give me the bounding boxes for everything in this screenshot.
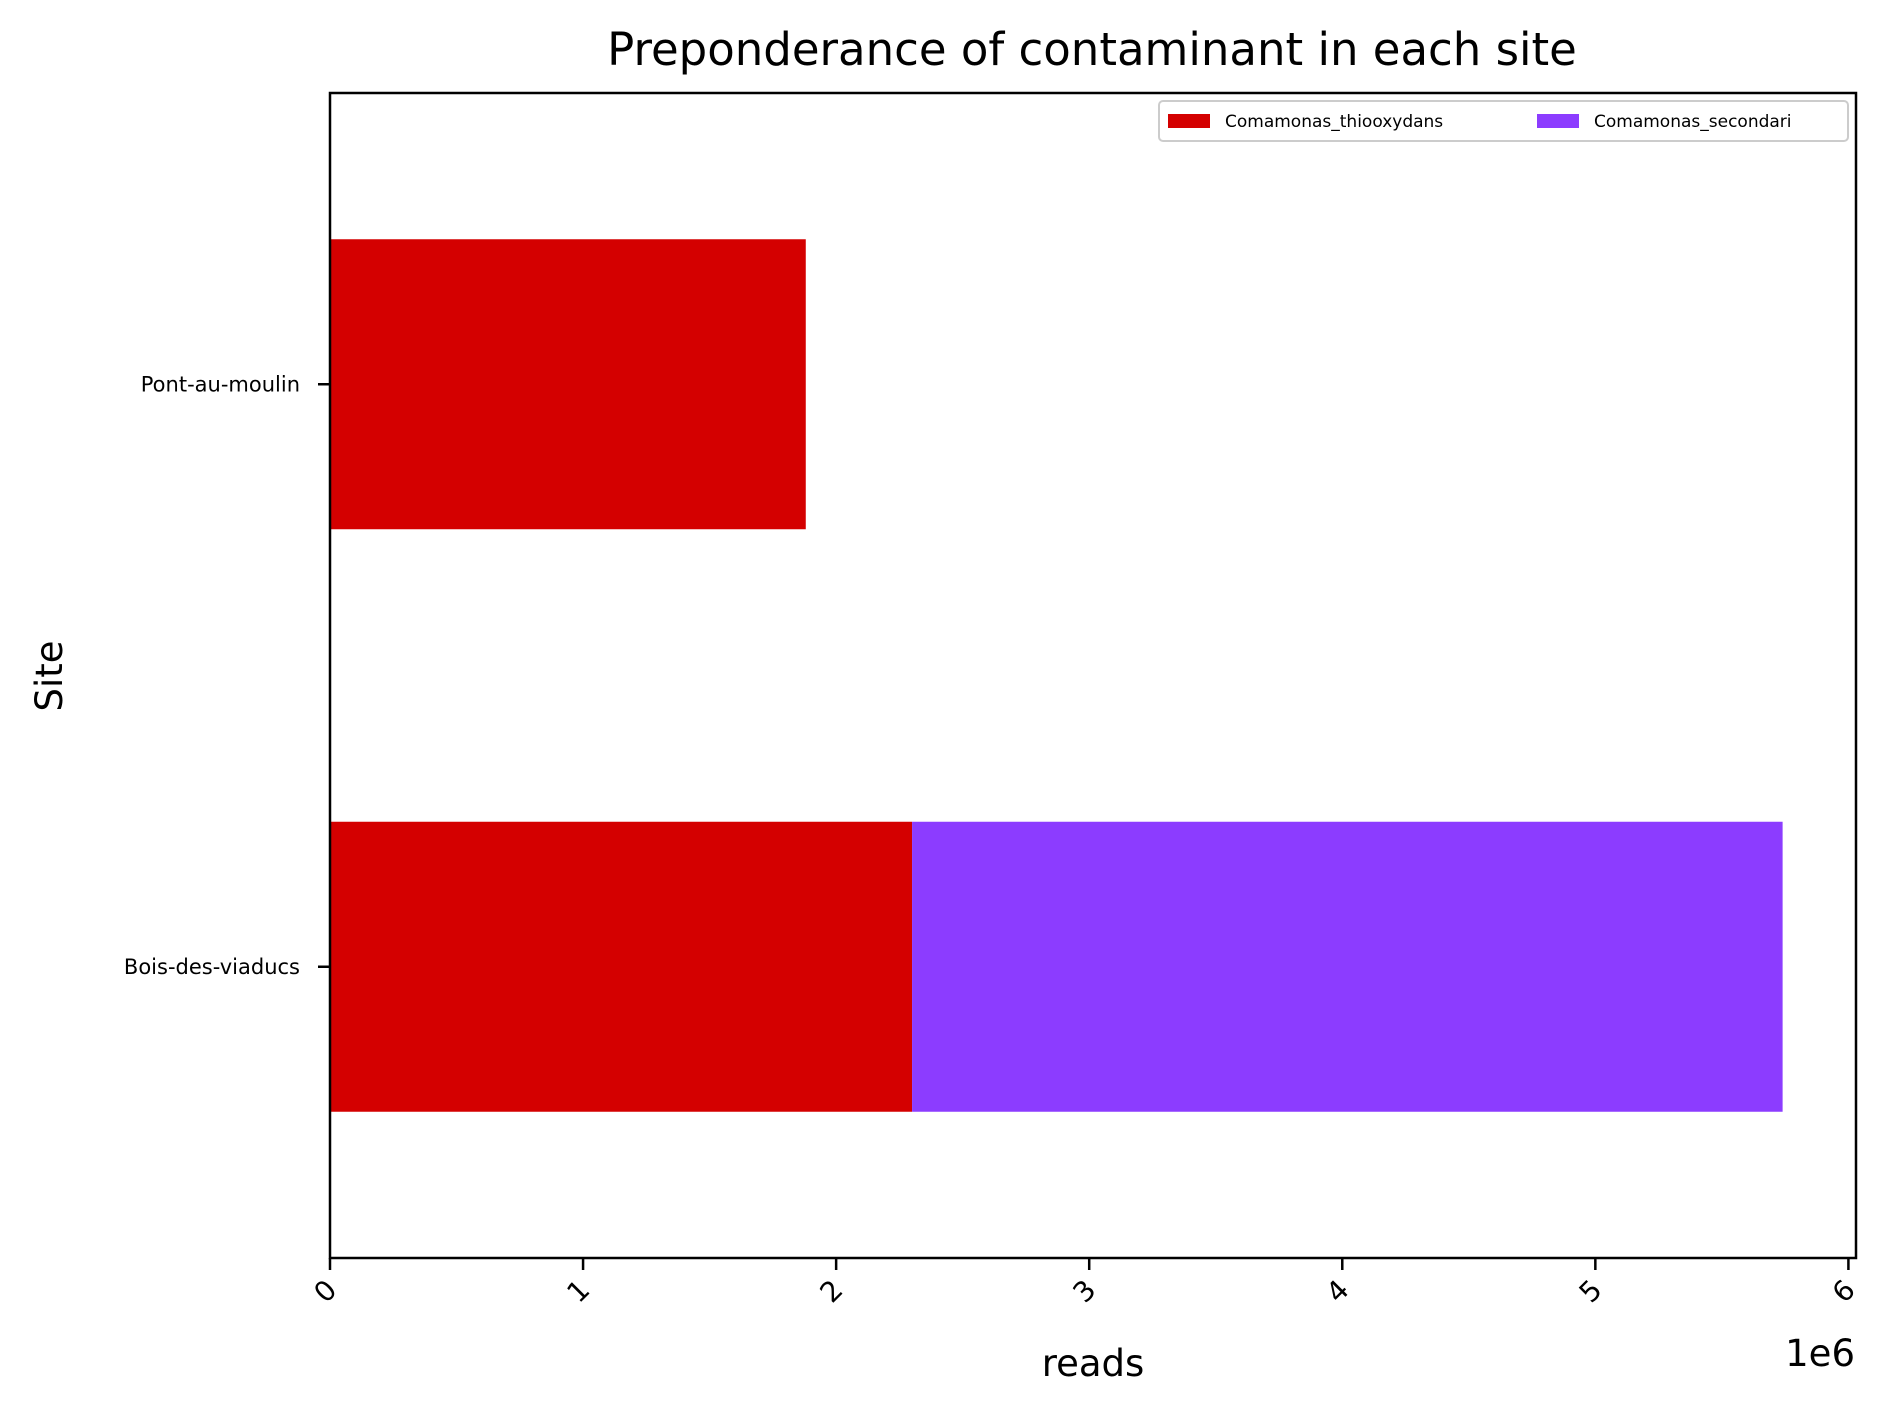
y-tick-label: Bois-des-viaducs: [124, 955, 300, 979]
legend-swatch: [1168, 114, 1210, 128]
legend-label: Comamonas_secondari: [1594, 112, 1792, 132]
bar-bois-des-viaducs-comamonas-thiooxydans: [330, 821, 913, 1112]
plot-frame: [328, 91, 1858, 1260]
x-axis-label: reads: [1042, 1342, 1145, 1385]
legend: Comamonas_thiooxydans Comamonas_secondari: [1158, 100, 1849, 142]
legend-box: [1158, 100, 1849, 142]
legend-label: Comamonas_thiooxydans: [1225, 112, 1443, 132]
y-axis-label: Site: [28, 640, 71, 711]
bar-bois-des-viaducs-comamonas-secondari: [912, 821, 1783, 1112]
chart-title: Preponderance of contaminant in each sit…: [607, 23, 1577, 76]
legend-swatch: [1537, 114, 1579, 128]
y-tick-label: Pont-au-moulin: [141, 372, 300, 396]
plot-area: [330, 239, 1783, 1112]
x-axis-multiplier: 1e6: [1785, 1332, 1855, 1375]
bar-pont-au-moulin-comamonas-thiooxydans: [330, 239, 806, 530]
